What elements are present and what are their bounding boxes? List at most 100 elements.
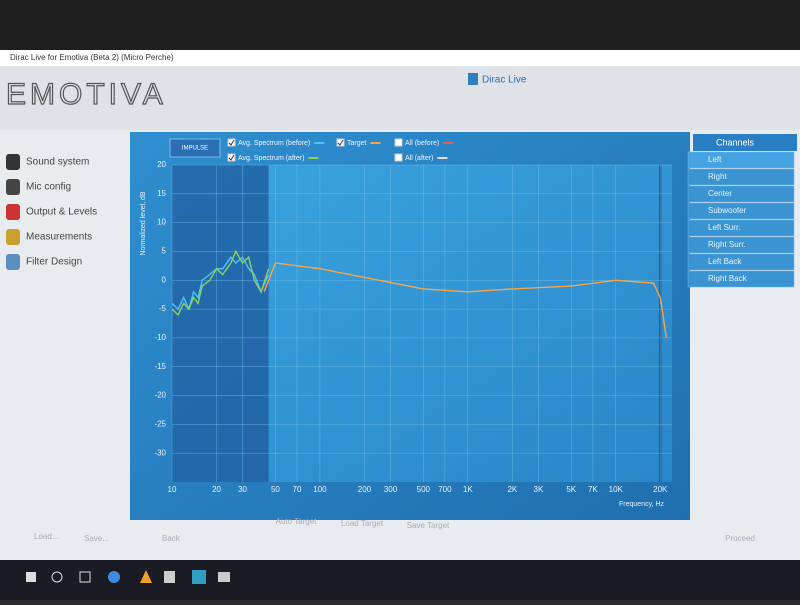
x-tick-label: 70: [293, 485, 302, 494]
x-tick-label: 5K: [566, 485, 576, 494]
legend-label: Avg. Spectrum (before): [238, 140, 310, 147]
legend-checkbox[interactable]: [227, 153, 236, 162]
save-target-button[interactable]: Save Target: [407, 521, 450, 530]
series-line: [263, 262, 668, 339]
dirac-task-icon[interactable]: [192, 570, 206, 584]
channel-name[interactable]: Left: [708, 155, 722, 164]
nav-item[interactable]: Sound system: [26, 157, 89, 168]
channel-list: Channels Left Right Center Subwoofer Left Sur…: [687, 134, 797, 288]
legend-checkbox[interactable]: [394, 138, 403, 147]
legend-label: Target: [347, 140, 367, 147]
channel-name[interactable]: Right: [708, 172, 727, 181]
load-target-button[interactable]: Load Target: [341, 519, 384, 528]
title-bar: [0, 50, 800, 66]
y-tick-label: -30: [154, 448, 166, 457]
channel-row[interactable]: [687, 202, 795, 220]
back-button[interactable]: Back: [162, 534, 181, 543]
legend-check: [228, 154, 235, 161]
nav-icon: [6, 254, 20, 270]
edge-icon[interactable]: [108, 571, 120, 583]
y-tick-label: 5: [162, 247, 167, 256]
explorer-icon[interactable]: [218, 572, 230, 582]
search-icon[interactable]: [51, 571, 63, 583]
dirac-icon: [468, 73, 478, 85]
bezel: [0, 0, 800, 50]
auto-target-button[interactable]: Auto Target: [276, 517, 318, 526]
legend-check: [337, 139, 344, 146]
header: [0, 66, 800, 130]
channel-name[interactable]: Right Surr.: [708, 240, 746, 249]
x-tick-label: 1K: [463, 485, 473, 494]
y-tick-label: 15: [157, 189, 166, 198]
taskbar: [0, 560, 800, 600]
start-icon[interactable]: [26, 572, 36, 582]
nav-icon: [6, 229, 20, 245]
calc-icon[interactable]: [164, 571, 175, 583]
y-tick-label: 0: [162, 275, 167, 284]
x-tick-label: 2K: [507, 485, 517, 494]
y-tick-label: -10: [154, 333, 166, 342]
load-button[interactable]: Load...: [34, 532, 58, 541]
nav-icon: [6, 179, 20, 195]
vlc-icon[interactable]: [140, 570, 152, 583]
x-tick-label: 100: [313, 485, 327, 494]
y-tick-label: -20: [154, 391, 166, 400]
channel-name[interactable]: Right Back: [708, 274, 748, 283]
task-view-icon[interactable]: [79, 571, 91, 583]
x-tick-label: 7K: [588, 485, 598, 494]
channel-row[interactable]: [687, 168, 795, 186]
nav-item[interactable]: Output & Levels: [26, 207, 97, 218]
x-tick-label: 500: [417, 485, 431, 494]
window-title: Dirac Live for Emotiva (Beta 2) (Micro P…: [10, 53, 174, 62]
nav-item[interactable]: Measurements: [26, 232, 92, 243]
y-tick-label: 20: [157, 160, 166, 169]
excluded-low-range: [172, 165, 269, 482]
brand-logo: EMOTIVA: [6, 78, 167, 111]
channel-name[interactable]: Left Surr.: [708, 223, 740, 232]
legend-check: [228, 139, 235, 146]
y-tick-label: -5: [159, 304, 167, 313]
x-tick-label: 700: [438, 485, 452, 494]
product-name: Dirac Live: [482, 75, 527, 86]
channels-header: [693, 134, 797, 151]
x-tick-label: 10: [168, 485, 177, 494]
x-tick-label: 300: [384, 485, 398, 494]
x-tick-label: 3K: [534, 485, 544, 494]
sidebar: Sound system Mic config Output & Levels Mea…: [6, 154, 97, 270]
x-tick-label: 20K: [653, 485, 668, 494]
y-tick-label: -15: [154, 362, 166, 371]
channel-name[interactable]: Subwoofer: [708, 206, 747, 215]
x-tick-label: 10K: [609, 485, 624, 494]
nav-icon: [6, 154, 20, 170]
x-axis-label: Frequency, Hz: [619, 501, 664, 508]
nav-icon: [6, 204, 20, 220]
channel-row[interactable]: [687, 270, 795, 288]
channel-row[interactable]: [687, 151, 795, 169]
chart: 10 20 30 50 70 100 200 300 500 700 1K 2K 3K 5K 7K 10K 20…: [140, 138, 672, 508]
x-tick-label: 20: [212, 485, 221, 494]
legend-label: All (before): [405, 140, 439, 147]
channel-row[interactable]: [687, 253, 795, 271]
series-line: [171, 249, 270, 317]
channel-name[interactable]: Left Back: [708, 257, 742, 266]
impulse-button[interactable]: [169, 138, 221, 158]
channel-row[interactable]: [687, 219, 795, 237]
legend-checkbox[interactable]: [227, 138, 236, 147]
x-tick-label: 200: [358, 485, 372, 494]
y-tick-label: 10: [157, 218, 166, 227]
nav-item[interactable]: Filter Design: [26, 257, 82, 268]
impulse-label: IMPULSE: [182, 146, 208, 152]
channel-row[interactable]: [687, 236, 795, 254]
save-button[interactable]: Save...: [84, 534, 109, 543]
x-tick-label: 50: [271, 485, 280, 494]
channel-row[interactable]: [687, 185, 795, 203]
legend-label: Avg. Spectrum (after): [238, 155, 304, 162]
x-tick-label: 30: [238, 485, 247, 494]
legend-checkbox[interactable]: [336, 138, 345, 147]
proceed-button[interactable]: Proceed: [725, 534, 755, 543]
channel-name[interactable]: Center: [708, 189, 732, 198]
y-tick-label: -25: [154, 419, 166, 428]
nav-item[interactable]: Mic config: [26, 182, 71, 193]
legend-checkbox[interactable]: [394, 153, 403, 162]
